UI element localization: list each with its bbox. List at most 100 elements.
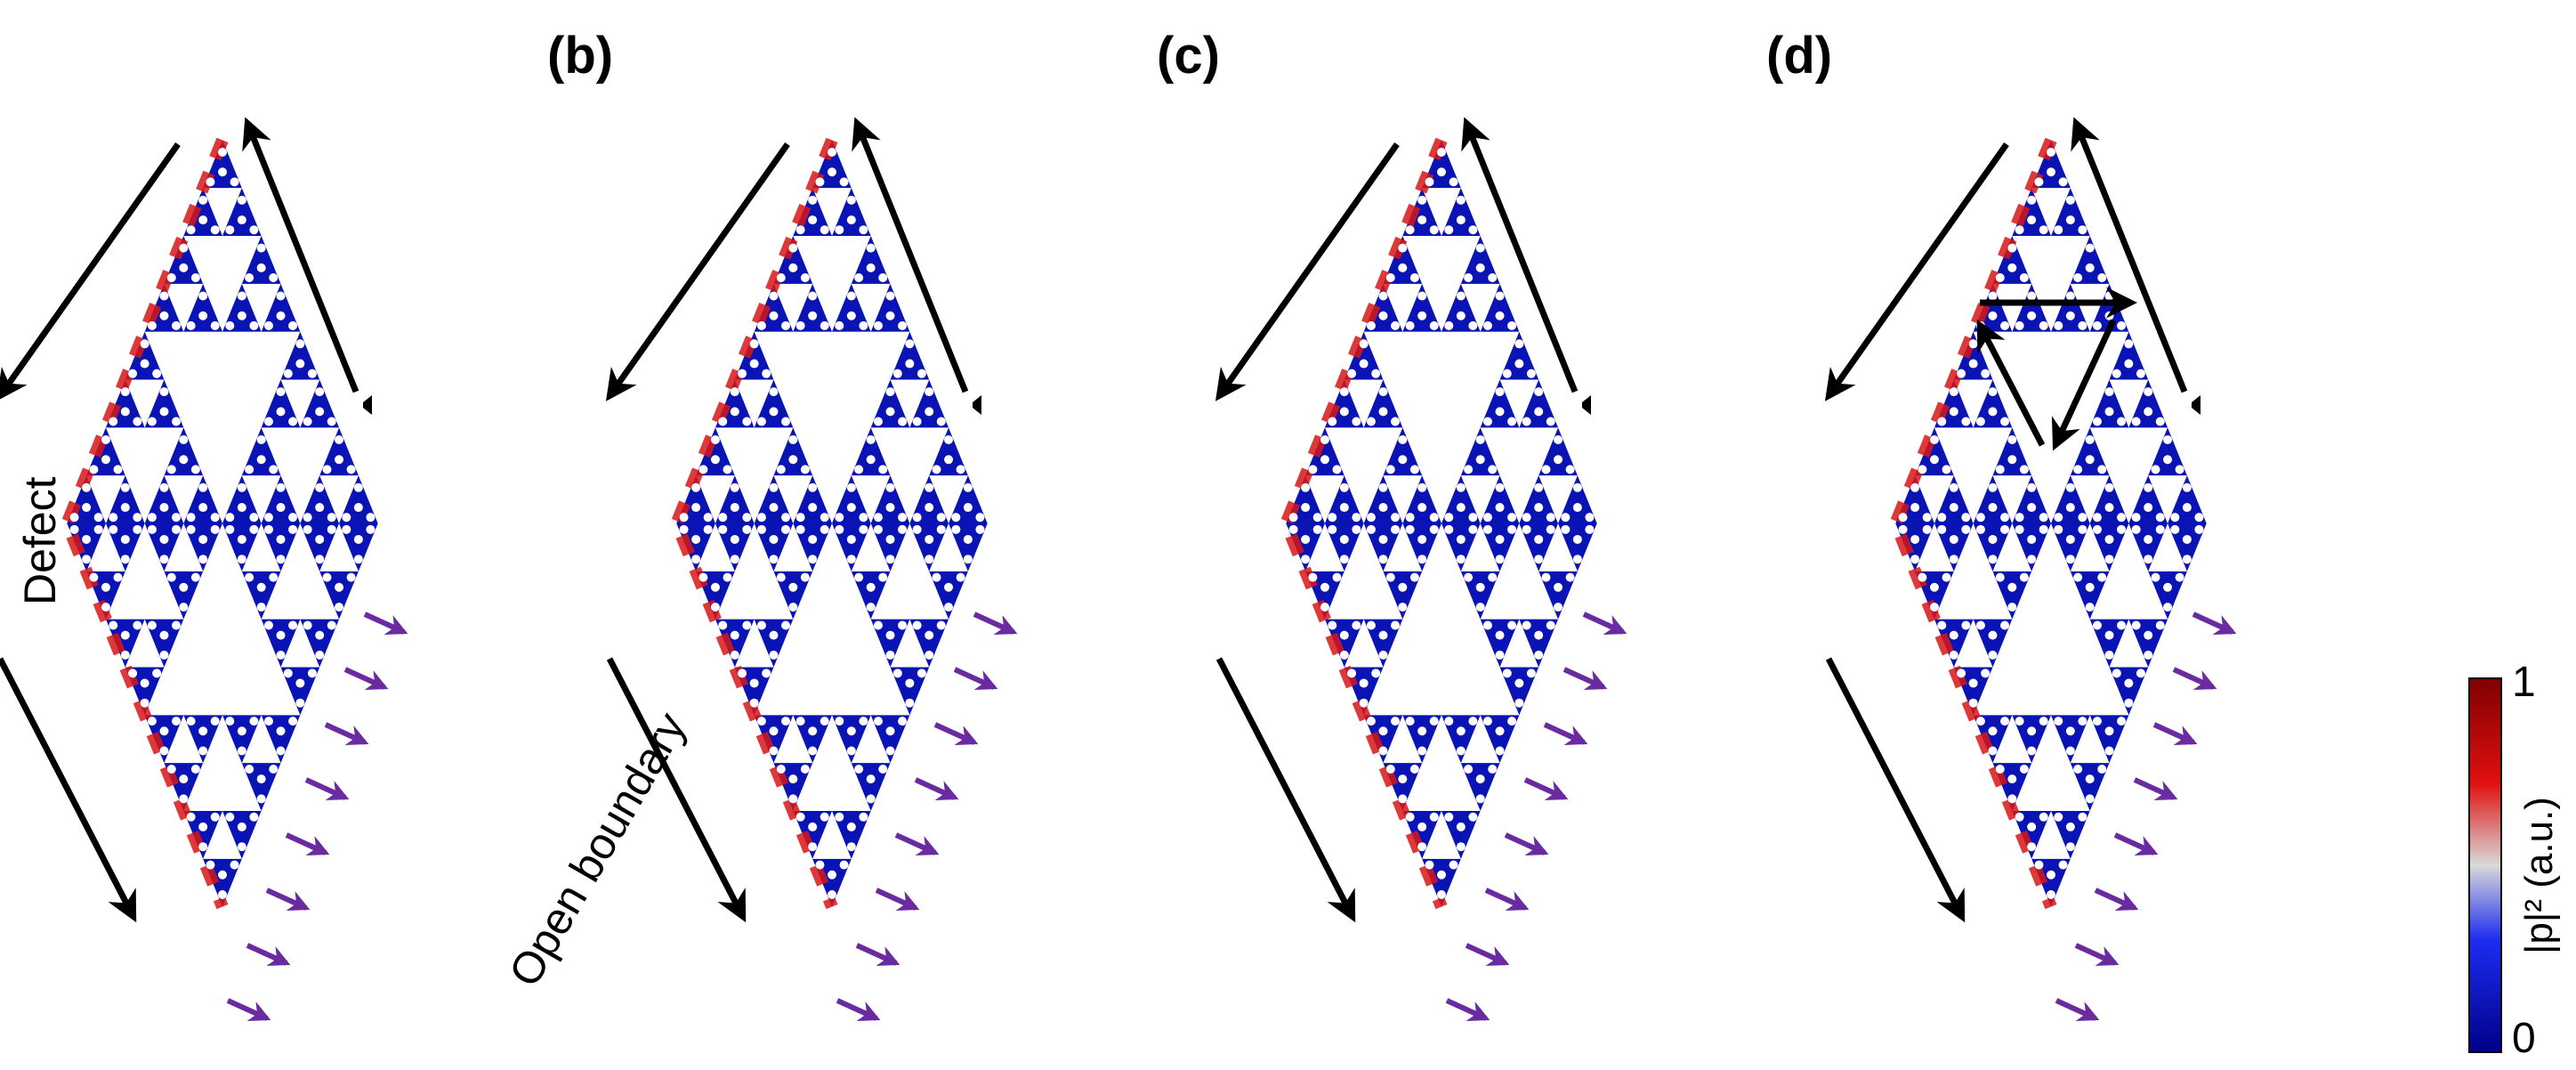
lattice-hole — [1534, 534, 1544, 544]
lattice-hole — [898, 620, 908, 630]
lattice-hole — [1988, 746, 1998, 756]
lattice-hole — [781, 524, 791, 534]
lattice-hole — [1910, 534, 1920, 544]
lattice-hole — [1339, 503, 1349, 513]
lattice-hole — [172, 513, 182, 523]
void-triangle — [241, 283, 281, 332]
lattice-hole — [288, 717, 298, 726]
lattice-hole — [1514, 678, 1524, 688]
lattice-hole — [2092, 620, 2102, 630]
lattice-hole — [1405, 513, 1415, 523]
lattice-hole — [152, 369, 162, 378]
lattice-hole — [846, 822, 856, 831]
lattice-hole — [885, 746, 895, 756]
lattice-hole — [1988, 482, 1998, 492]
lattice-hole — [2039, 513, 2048, 523]
lattice-hole — [315, 407, 325, 417]
lattice-hole — [2163, 434, 2173, 444]
lattice-hole — [878, 273, 888, 283]
lattice-hole — [1425, 177, 1434, 187]
lattice-hole — [866, 243, 876, 253]
lattice-hole — [109, 620, 118, 630]
lattice-hole — [912, 524, 922, 534]
void-triangle — [773, 715, 813, 764]
lattice-hole — [839, 177, 849, 187]
lattice-hole — [1378, 746, 1388, 756]
lattice-hole — [2155, 513, 2165, 523]
lattice-hole — [327, 417, 336, 426]
lattice-hole — [2117, 524, 2127, 534]
lattice-hole — [749, 339, 759, 349]
lattice-hole — [198, 503, 208, 513]
lattice-hole — [101, 582, 110, 592]
lattice-hole — [2027, 215, 2037, 225]
flow-arrows — [0, 117, 359, 923]
void-triangle — [280, 619, 320, 668]
lower-triangle — [1895, 523, 2207, 907]
edge-state — [1888, 137, 2057, 910]
radiation-arrow — [1543, 722, 1588, 745]
lattice-hole — [936, 417, 946, 426]
lattice-hole — [1526, 669, 1536, 678]
lattice-hole — [1968, 678, 1978, 688]
lattice-hole — [1359, 678, 1369, 688]
lattice-hole — [788, 794, 798, 804]
lattice-hole — [2078, 524, 2087, 534]
lattice-hole — [1898, 513, 1908, 523]
lattice-hole — [263, 320, 273, 330]
lattice-hole — [2065, 503, 2075, 513]
lattice-hole — [179, 774, 189, 784]
panel-a: (a) — [0, 27, 408, 1021]
lattice-hole — [245, 572, 254, 582]
lattice-hole — [2085, 603, 2095, 612]
lattice-hole — [776, 465, 786, 474]
void-triangle — [754, 523, 910, 716]
lattice-hole — [1514, 359, 1524, 369]
lattice-hole — [2194, 524, 2204, 534]
lattice-hole — [1378, 650, 1388, 660]
lattice-hole — [1988, 387, 1998, 397]
void-triangle — [241, 715, 281, 764]
radiation-arrow — [2152, 722, 2198, 745]
lattice-hole — [133, 417, 142, 426]
lattice-hole — [237, 482, 246, 492]
lattice-hole — [1468, 320, 1478, 330]
lattice-hole — [353, 534, 363, 544]
lattice-hole — [691, 503, 701, 513]
lattice-hole — [2047, 870, 2055, 880]
lattice-hole — [691, 534, 701, 544]
lattice-hole — [1507, 417, 1517, 426]
lattice-hole — [1937, 513, 1947, 523]
lattice-hole — [808, 822, 818, 831]
lattice-hole — [263, 524, 273, 534]
lattice-hole — [1975, 717, 1985, 726]
radiation-arrow — [1563, 667, 1608, 690]
void-triangle — [696, 475, 735, 523]
lattice-hole — [276, 387, 286, 397]
lattice-hole — [1526, 369, 1536, 378]
lattice-hole — [1417, 555, 1427, 564]
lattice-hole — [1328, 524, 1337, 534]
lattice-hole — [2027, 311, 2037, 320]
lattice-hole — [1949, 503, 1958, 513]
lattice-hole — [2104, 534, 2114, 544]
lattice-hole — [1995, 572, 2005, 582]
lattice-hole — [366, 513, 375, 523]
lattice-hole — [1546, 417, 1555, 426]
lattice-hole — [249, 812, 259, 822]
lattice-hole — [1475, 263, 1485, 272]
lattice-hole — [1898, 524, 1908, 534]
lattice-hole — [1429, 524, 1439, 534]
lattice-hole — [1405, 717, 1415, 726]
lattice-hole — [1320, 434, 1329, 444]
lattice-hole — [120, 630, 130, 640]
lattice-hole — [249, 513, 259, 523]
lattice-hole — [1449, 860, 1458, 870]
lattice-hole — [1391, 513, 1401, 523]
lattice-hole — [905, 678, 915, 688]
void-triangle — [2070, 475, 2110, 523]
lattice-hole — [846, 195, 856, 205]
lattice-hole — [2131, 524, 2141, 534]
lattice-hole — [2027, 842, 2037, 852]
lattice-hole — [1502, 369, 1512, 378]
